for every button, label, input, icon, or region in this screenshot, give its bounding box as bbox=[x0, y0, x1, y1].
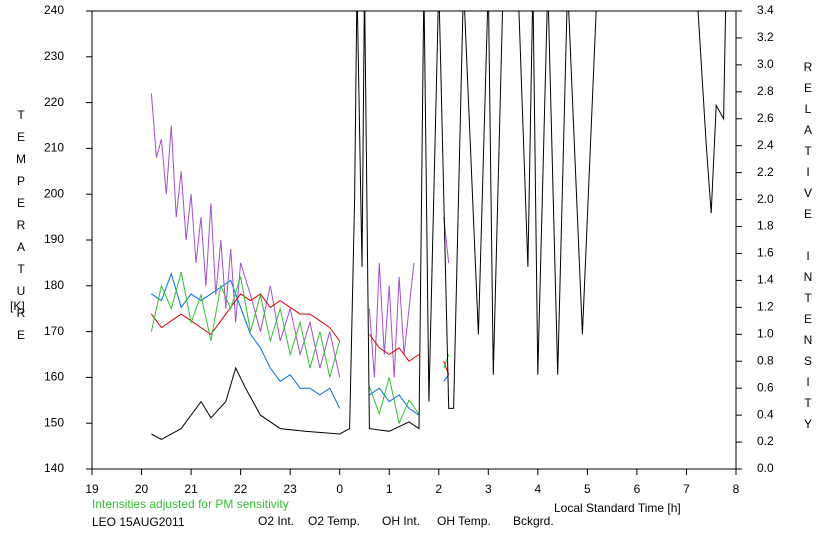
y-tick-label: 200 bbox=[44, 186, 64, 200]
y-axis-unit: [K] bbox=[10, 299, 25, 313]
x-tick-label: 21 bbox=[184, 482, 198, 496]
y2-tick-label: 0.2 bbox=[757, 434, 774, 448]
y-tick-label: 180 bbox=[44, 278, 64, 292]
y-axis-label: TEMPERATURE bbox=[14, 108, 28, 350]
y-tick-label: 150 bbox=[44, 415, 64, 429]
y2-tick-label: 0.4 bbox=[757, 407, 774, 421]
plot-area bbox=[150, 11, 727, 440]
y-tick-label: 160 bbox=[44, 370, 64, 384]
x-tick-label: 22 bbox=[234, 482, 248, 496]
y-tick-label: 140 bbox=[44, 461, 64, 475]
y2-tick-label: 1.4 bbox=[757, 273, 774, 287]
x-tick-label: 8 bbox=[733, 482, 740, 496]
series-line bbox=[151, 272, 450, 416]
y2-tick-label: 0.6 bbox=[757, 380, 774, 394]
series-line bbox=[151, 11, 727, 440]
x-tick-label: 3 bbox=[485, 482, 492, 496]
legend-entry: OH Temp. bbox=[437, 514, 491, 528]
y2-tick-label: 2.0 bbox=[757, 192, 774, 206]
y2-axis-label: RELATIVE INTENSITY bbox=[801, 60, 815, 438]
y-tick-label: 220 bbox=[44, 95, 64, 109]
x-tick-label: 7 bbox=[683, 482, 690, 496]
y2-tick-label: 3.4 bbox=[757, 3, 774, 17]
series-line bbox=[150, 293, 450, 375]
x-tick-label: 5 bbox=[584, 482, 591, 496]
station: LEO 15AUG2011 bbox=[92, 515, 185, 529]
y2-tick-label: 3.0 bbox=[757, 57, 774, 71]
legend-entry: OH Int. bbox=[382, 514, 420, 528]
y-tick-label: 190 bbox=[44, 232, 64, 246]
y2-tick-label: 3.2 bbox=[757, 30, 774, 44]
y-tick-label: 240 bbox=[44, 3, 64, 17]
x-tick-label: 1 bbox=[386, 482, 393, 496]
x-tick-label: 6 bbox=[634, 482, 641, 496]
x-tick-label: 4 bbox=[535, 482, 542, 496]
x-tick-label: 20 bbox=[135, 482, 149, 496]
y2-tick-label: 1.2 bbox=[757, 300, 774, 314]
y2-tick-label: 1.0 bbox=[757, 326, 774, 340]
x-tick-label: 2 bbox=[435, 482, 442, 496]
y2-tick-label: 0.0 bbox=[757, 461, 774, 475]
y2-tick-label: 2.4 bbox=[757, 138, 774, 152]
x-tick-label: 19 bbox=[85, 482, 99, 496]
y2-tick-label: 1.6 bbox=[757, 246, 774, 260]
series-line bbox=[150, 93, 450, 378]
y-tick-label: 210 bbox=[44, 141, 64, 155]
x-tick-label: 23 bbox=[283, 482, 297, 496]
legend-entry: Bckgrd. bbox=[513, 514, 554, 528]
y2-tick-label: 2.8 bbox=[757, 84, 774, 98]
y2-tick-label: 0.8 bbox=[757, 353, 774, 367]
x-tick-label: 0 bbox=[336, 482, 343, 496]
legend-entry: O2 Int. bbox=[258, 514, 294, 528]
legend-entry: O2 Temp. bbox=[308, 514, 360, 528]
y-tick-label: 170 bbox=[44, 324, 64, 338]
x-axis-label: Local Standard Time [h] bbox=[554, 501, 681, 515]
y2-tick-label: 2.2 bbox=[757, 165, 774, 179]
y2-tick-label: 2.6 bbox=[757, 111, 774, 125]
note: Intensities adjusted for PM sensitivity bbox=[92, 497, 289, 511]
y2-tick-label: 1.8 bbox=[757, 219, 774, 233]
y-tick-label: 230 bbox=[44, 49, 64, 63]
